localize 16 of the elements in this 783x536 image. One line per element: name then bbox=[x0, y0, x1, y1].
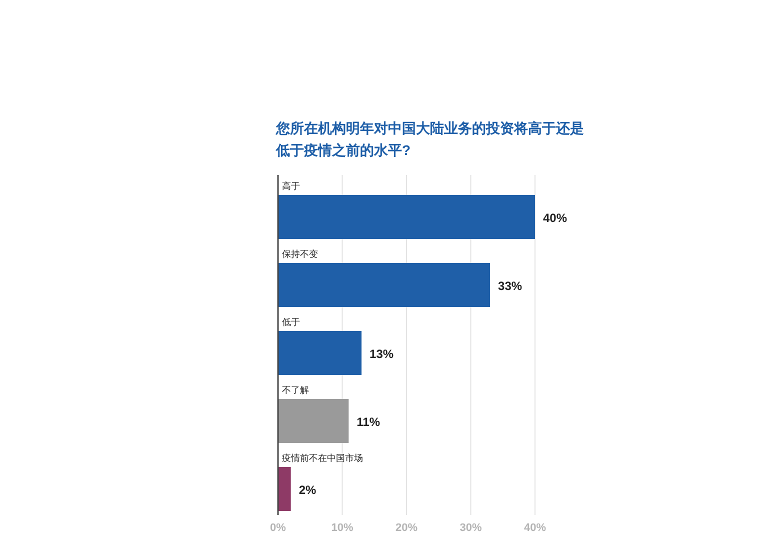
y-tick-label: 疫情前不在中国市场 bbox=[282, 453, 363, 463]
chart-title: 您所在机构明年对中国大陆业务的投资将高于还是低于疫情之前的水平? bbox=[275, 120, 584, 158]
y-tick-label: 低于 bbox=[282, 317, 300, 327]
data-label: 11% bbox=[356, 415, 380, 429]
data-label: 2% bbox=[298, 483, 317, 497]
data-label: 13% bbox=[370, 347, 394, 361]
x-tick-label: 40% bbox=[524, 522, 546, 534]
x-tick-label: 20% bbox=[395, 522, 418, 534]
x-tick-label: 0% bbox=[270, 522, 286, 534]
data-label: 40% bbox=[543, 211, 568, 225]
data-label: 33% bbox=[498, 279, 522, 293]
x-tick-label: 30% bbox=[460, 522, 482, 534]
x-tick-label: 10% bbox=[331, 522, 354, 534]
y-tick-label: 保持不变 bbox=[282, 249, 318, 259]
y-tick-label: 不了解 bbox=[282, 385, 309, 395]
y-tick-label: 高于 bbox=[282, 181, 300, 191]
